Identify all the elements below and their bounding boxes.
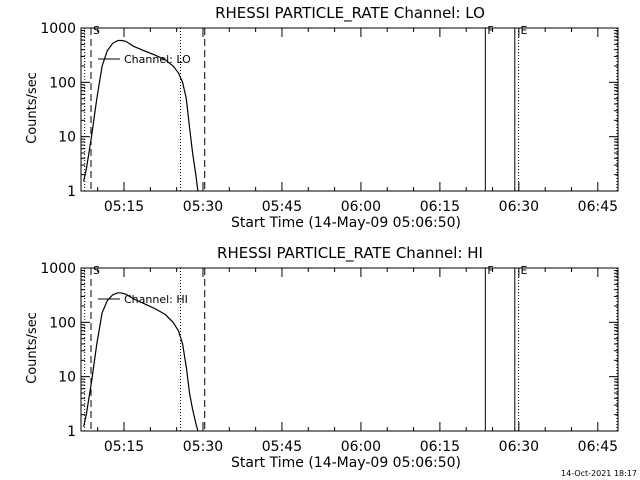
x-tick-label: 06:15 — [420, 439, 460, 455]
x-tick-label: 06:15 — [420, 199, 460, 215]
panel-title: RHESSI PARTICLE_RATE Channel: LO — [215, 4, 485, 23]
x-tick-label: 05:15 — [104, 199, 144, 215]
series-lines — [83, 39, 199, 192]
y-tick-label: 10 — [58, 130, 76, 146]
x-tick-label: 06:30 — [499, 439, 539, 455]
marker-label: S — [93, 24, 100, 37]
axes-frame — [80, 27, 619, 192]
x-axis-label: Start Time (14-May-09 05:06:50) — [231, 215, 461, 231]
series-lines — [83, 292, 199, 432]
x-tick-label: 05:45 — [262, 439, 302, 455]
x-axis-label: Start Time (14-May-09 05:06:50) — [231, 455, 461, 471]
x-tick-label: 06:45 — [578, 439, 618, 455]
x-ticks: 05:15 05:30 05:45 06:00 06:15 06:30 06:45 — [97, 268, 618, 455]
legend-label: Channel: HI — [124, 293, 188, 306]
legend: Channel: HI — [98, 293, 188, 306]
panel-title: RHESSI PARTICLE_RATE Channel: HI — [217, 244, 483, 263]
x-tick-label: 06:00 — [341, 439, 381, 455]
y-tick-label: 100 — [49, 75, 76, 91]
footer-timestamp: 14-Oct-2021 18:17 — [561, 469, 637, 478]
marker-label: E — [520, 264, 527, 277]
x-tick-label: 05:30 — [183, 439, 223, 455]
marker-label: S — [93, 264, 100, 277]
x-tick-label: 06:30 — [499, 199, 539, 215]
y-tick-label: 10 — [58, 370, 76, 386]
x-tick-label: 05:45 — [262, 199, 302, 215]
y-tick-label: 100 — [49, 315, 76, 331]
plot-frame — [80, 27, 619, 192]
axes-frame — [80, 267, 619, 432]
y-ticks: 1 10 100 1000 — [40, 21, 618, 200]
series-line — [83, 292, 199, 432]
marker-label: F — [487, 24, 493, 37]
x-tick-label: 06:00 — [341, 199, 381, 215]
y-axis-label: Counts/sec — [25, 72, 40, 144]
x-tick-label: 05:30 — [183, 199, 223, 215]
y-tick-label: 1 — [67, 424, 76, 440]
plot-frame — [80, 267, 619, 432]
panel-channel-lo: RHESSI PARTICLE_RATE Channel: LO Start T… — [25, 4, 619, 231]
legend-label: Channel: LO — [124, 53, 191, 66]
marker-label: E — [520, 24, 527, 37]
x-tick-label: 06:45 — [578, 199, 618, 215]
y-axis-label: Counts/sec — [25, 312, 40, 384]
panel-channel-hi: RHESSI PARTICLE_RATE Channel: HI Start T… — [25, 244, 619, 471]
y-ticks: 1 10 100 1000 — [40, 261, 618, 440]
series-line — [83, 39, 199, 192]
legend: Channel: LO — [98, 53, 191, 66]
y-tick-label: 1000 — [40, 261, 76, 277]
y-tick-label: 1 — [67, 184, 76, 200]
marker-label: F — [487, 264, 493, 277]
y-tick-label: 1000 — [40, 21, 76, 37]
x-tick-label: 05:15 — [104, 439, 144, 455]
x-ticks: 05:15 05:30 05:45 06:00 06:15 06:30 06:45 — [97, 28, 618, 215]
